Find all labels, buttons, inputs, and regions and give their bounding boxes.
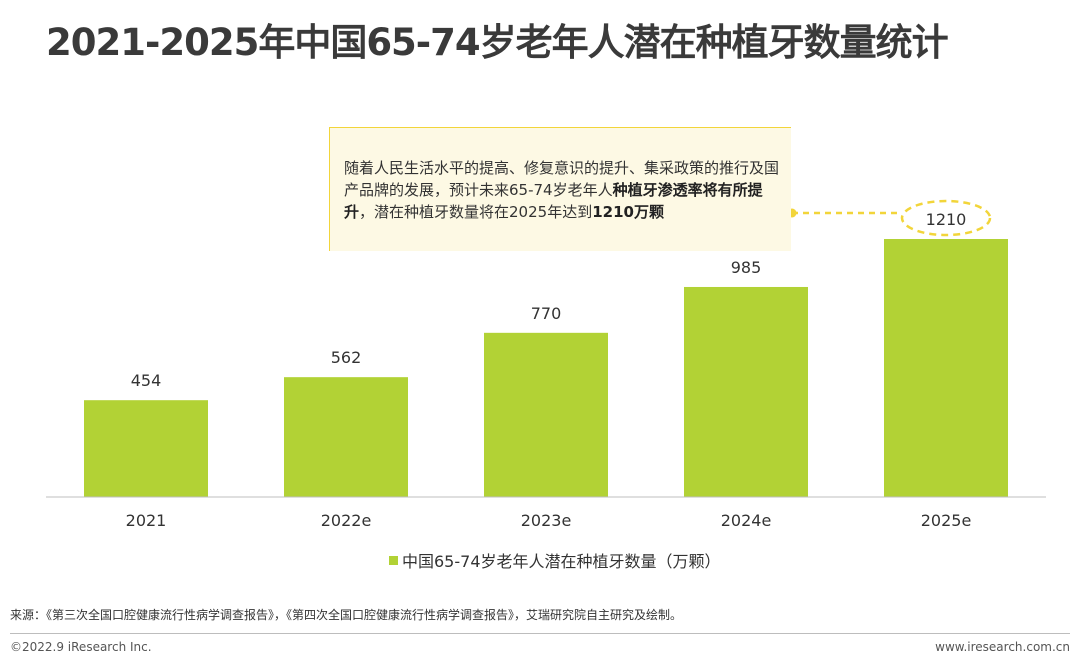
- x-tick-2021: 2021: [126, 511, 167, 530]
- x-tick-2024e: 2024e: [721, 511, 772, 530]
- source-note: 来源：《第三次全国口腔健康流行性病学调查报告》，《第四次全国口腔健康流行性病学调…: [10, 608, 683, 622]
- highlight-ellipse: [900, 199, 992, 237]
- callout-text: 随着人民生活水平的提高、修复意识的提升、集采政策的推行及国产品牌的发展，预计未来…: [344, 157, 784, 223]
- bar-2023e: [484, 332, 608, 497]
- data-label-2021: 454: [131, 371, 162, 390]
- legend-label: 中国65-74岁老年人潜在种植牙数量（万颗）: [402, 552, 721, 571]
- data-label-2024e: 985: [731, 258, 762, 277]
- x-tick-2025e: 2025e: [921, 511, 972, 530]
- footer-divider: [10, 633, 1070, 634]
- bar-2022e: [284, 377, 408, 497]
- legend-swatch: [389, 555, 398, 565]
- copyright-text: ©2022.9 iResearch Inc.: [10, 640, 152, 654]
- data-label-2023e: 770: [531, 304, 562, 323]
- callout-text-1: 随着人民生活水平的提高、修复意识的提升、集采政策的推行及国产品牌的发展，预计未来…: [344, 159, 780, 199]
- page-title: 2021-2025年中国65-74岁老年人潜在种植牙数量统计: [46, 21, 949, 64]
- bar-2024e: [684, 286, 808, 497]
- callout-bold-1: 种植牙渗透率将有所提升: [344, 181, 763, 221]
- x-tick-2023e: 2023e: [521, 511, 572, 530]
- callout-text-2: ，潜在种植牙数量将在2025年达到: [359, 203, 593, 221]
- chart-legend: 中国65-74岁老年人潜在种植牙数量（万颗）: [389, 548, 721, 572]
- data-label-2025e: 1210: [926, 210, 967, 229]
- callout-bold-2: 1210万颗: [592, 203, 664, 221]
- bar-2021: [84, 400, 208, 497]
- website-link[interactable]: www.iresearch.com.cn: [935, 640, 1070, 654]
- bar-2025e: [884, 239, 1008, 497]
- callout-box: [329, 127, 791, 251]
- x-tick-2022e: 2022e: [321, 511, 372, 530]
- data-label-2022e: 562: [331, 348, 362, 367]
